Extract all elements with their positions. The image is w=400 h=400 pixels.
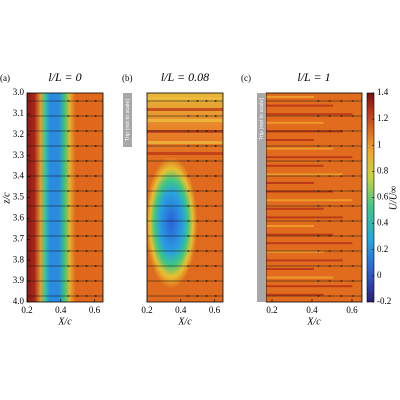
field xyxy=(266,164,324,167)
panel xyxy=(145,93,223,302)
field xyxy=(147,108,223,111)
y-tick-label: 3.3 xyxy=(13,150,25,160)
axes-frame xyxy=(146,92,224,303)
colorbar-label: U/U∞ xyxy=(388,186,399,210)
y-tick-label: 3.1 xyxy=(13,108,24,118)
trip xyxy=(123,93,132,147)
field xyxy=(266,130,343,133)
x-axis-label: X/c xyxy=(57,316,72,327)
trip-label: Trip (not to scale) xyxy=(259,98,265,141)
x-tick-label: 0.6 xyxy=(346,305,358,315)
x-tick-label: 0.6 xyxy=(209,305,221,315)
colorbar-tick-label: 0 xyxy=(377,270,382,280)
field xyxy=(266,182,314,184)
field xyxy=(266,276,334,279)
panel xyxy=(266,93,362,302)
trip-label: Trip (not to scale) xyxy=(125,99,131,142)
y-tick-label: 3.7 xyxy=(13,233,25,243)
field xyxy=(266,104,334,107)
colorbar-tick-label: -0.2 xyxy=(377,296,391,306)
field xyxy=(147,152,223,155)
y-tick-label: 3.6 xyxy=(13,212,25,222)
y-tick-label: 3.9 xyxy=(13,275,25,285)
field xyxy=(147,93,223,163)
panel xyxy=(27,93,103,302)
y-tick-label: 3.5 xyxy=(13,192,25,202)
field xyxy=(266,216,343,219)
field xyxy=(147,119,223,122)
field xyxy=(147,130,223,133)
field xyxy=(266,190,334,193)
field xyxy=(266,139,314,141)
panel-label: (b) xyxy=(122,73,133,83)
y-tick-label: 3.0 xyxy=(13,87,25,97)
x-tick-label: 0.4 xyxy=(55,305,67,315)
panel-label: (c) xyxy=(241,73,251,83)
field xyxy=(266,259,343,262)
y-tick-label: 4.0 xyxy=(13,296,25,306)
x-tick-label: 0.6 xyxy=(89,305,101,315)
y-axis-label: z/c xyxy=(1,192,12,205)
field xyxy=(266,225,314,227)
field xyxy=(266,233,334,236)
field xyxy=(266,113,353,116)
panel-title: l/L = 0.08 xyxy=(161,70,209,84)
colorbar-tick-label: 1.4 xyxy=(377,87,389,97)
field xyxy=(266,293,324,296)
field xyxy=(266,121,324,124)
trip xyxy=(257,93,266,302)
field xyxy=(266,199,353,202)
field xyxy=(266,242,353,245)
colorbar-tick-label: 0.4 xyxy=(377,218,389,228)
field xyxy=(27,93,103,302)
field xyxy=(147,97,223,100)
panel-title: l/L = 1 xyxy=(297,70,330,84)
colorbar-tick-label: 0.8 xyxy=(377,165,389,175)
x-tick-label: 0.2 xyxy=(21,305,32,315)
field xyxy=(266,93,362,302)
y-tick-label: 3.2 xyxy=(13,129,24,139)
y-tick-label: 3.4 xyxy=(13,171,25,181)
x-tick-label: 0.2 xyxy=(141,305,152,315)
colorbar-tick-label: 1.2 xyxy=(377,113,388,123)
panel-label: (a) xyxy=(0,73,10,83)
field xyxy=(266,285,353,288)
panel-title: l/L = 0 xyxy=(48,70,81,84)
x-tick-label: 0.2 xyxy=(266,305,277,315)
field xyxy=(266,96,314,98)
x-tick-label: 0.4 xyxy=(175,305,187,315)
x-axis-label: X/c xyxy=(306,316,321,327)
field xyxy=(145,156,198,289)
field xyxy=(266,173,343,176)
field xyxy=(266,156,353,159)
colorbar-tick-label: 1 xyxy=(377,139,382,149)
field xyxy=(147,141,223,144)
field xyxy=(266,147,334,150)
x-tick-label: 0.4 xyxy=(306,305,318,315)
field xyxy=(266,207,324,210)
x-axis-label: X/c xyxy=(177,316,192,327)
y-tick-label: 3.8 xyxy=(13,254,25,264)
field xyxy=(266,268,314,270)
colorbar-tick-label: 0.2 xyxy=(377,244,388,254)
field xyxy=(266,250,324,253)
colorbar-tick-label: 0.6 xyxy=(377,192,389,202)
